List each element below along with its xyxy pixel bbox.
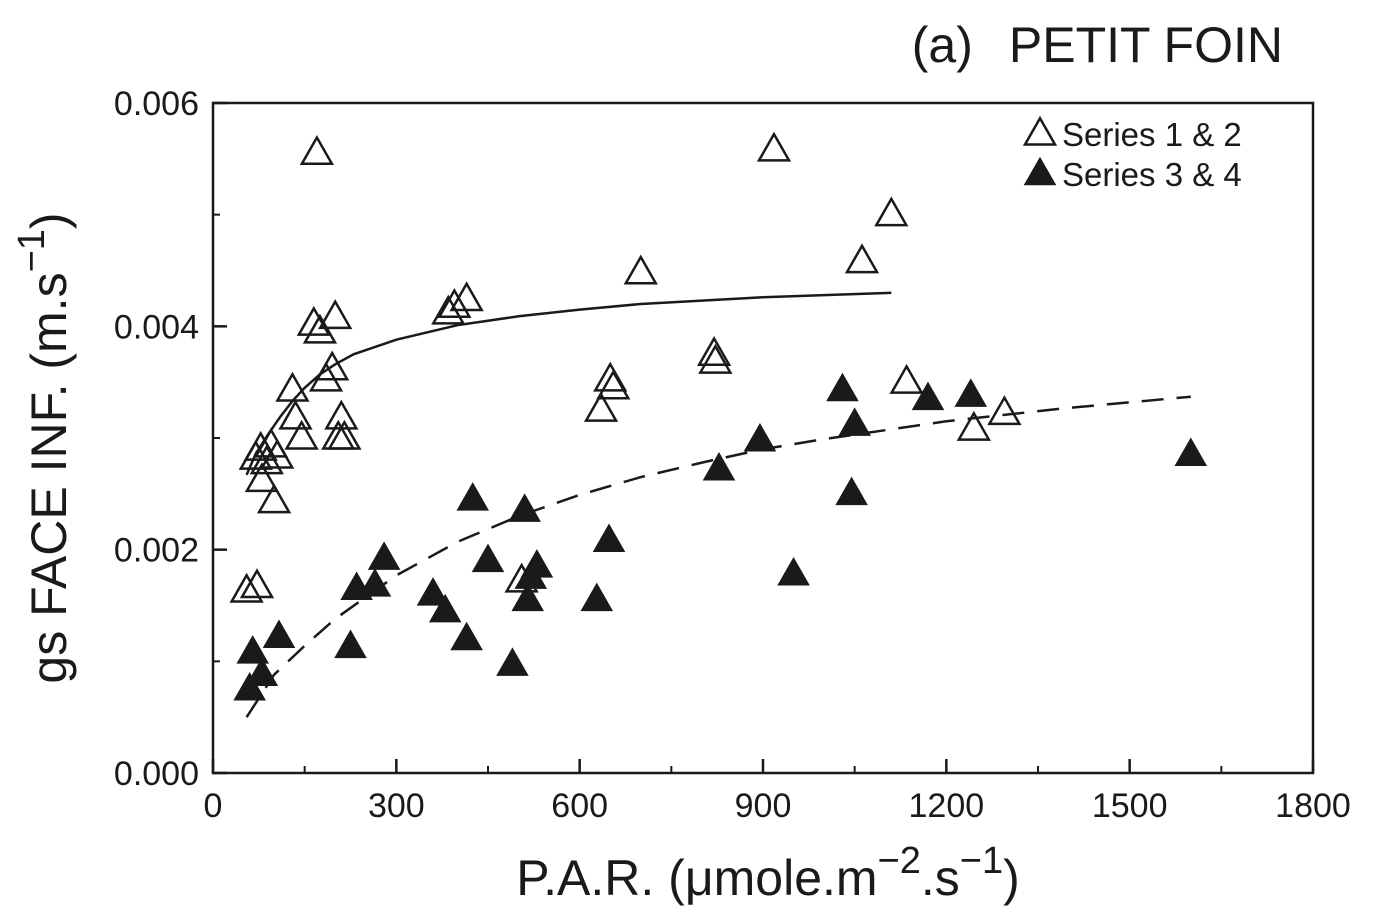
filled-triangle-point xyxy=(416,577,450,606)
legend-entry-label: Series 3 & 4 xyxy=(1062,156,1242,193)
fit-curve-series-1-2 xyxy=(245,291,892,476)
filled-triangle-point xyxy=(428,593,462,623)
open-triangle-point xyxy=(296,305,331,336)
open-triangle-point xyxy=(596,369,631,400)
filled-triangle-point xyxy=(456,482,490,511)
open-triangle-point xyxy=(324,399,359,430)
open-triangle-point xyxy=(889,363,924,394)
open-triangle-point xyxy=(318,299,353,330)
open-triangle-point xyxy=(449,281,484,312)
open-triangle-point xyxy=(260,438,295,469)
legend-open-triangle-icon xyxy=(1022,115,1058,146)
open-triangle-point xyxy=(278,399,313,430)
open-triangle-point xyxy=(299,134,335,165)
filled-triangle-point xyxy=(511,582,545,612)
x-tick-label: 1200 xyxy=(909,787,985,825)
chart-title: (a) PETIT FOIN xyxy=(912,17,1283,73)
filled-triangle-point xyxy=(1174,437,1208,466)
filled-triangle-point xyxy=(236,635,270,664)
filled-triangle-point xyxy=(508,493,541,522)
filled-triangle-point xyxy=(450,621,483,651)
filled-triangle-point xyxy=(367,541,401,570)
open-triangle-point xyxy=(327,419,362,450)
open-triangle-point xyxy=(302,313,338,344)
filled-triangle-point xyxy=(245,657,279,686)
filled-triangle-point xyxy=(954,378,988,407)
y-axis-label-base: gs FACE INF. (m.s xyxy=(21,272,77,683)
open-triangle-point xyxy=(696,335,732,366)
panel-label: (a) xyxy=(912,17,973,73)
open-triangle-point xyxy=(275,371,310,402)
x-tick-label: 1500 xyxy=(1092,787,1168,825)
y-axis-label-exp: −1 xyxy=(11,229,53,272)
filled-triangle-point xyxy=(592,523,626,552)
x-axis-label-mid: .s xyxy=(921,850,960,906)
fit-curve-series-3-4 xyxy=(245,395,1191,718)
filled-triangle-point xyxy=(262,619,296,649)
filled-triangle-point xyxy=(826,372,859,402)
filled-triangle-point xyxy=(233,671,266,701)
open-triangle-point xyxy=(284,419,319,450)
open-triangle-point xyxy=(256,483,292,514)
open-triangle-point xyxy=(239,568,275,599)
x-axis-label: P.A.R. (μmole.m−2.s−1) xyxy=(516,840,1020,906)
open-triangle-point xyxy=(437,287,472,318)
open-triangle-point xyxy=(874,196,909,227)
open-triangle-point xyxy=(229,572,264,603)
legend-entry-label: Series 1 & 2 xyxy=(1062,116,1242,153)
x-tick-label: 600 xyxy=(551,787,608,825)
open-triangle-point xyxy=(698,343,733,374)
filled-triangle-point xyxy=(580,582,614,612)
filled-triangle-point xyxy=(334,629,367,659)
x-tick-label: 0 xyxy=(204,787,223,825)
legend-filled-triangle-icon xyxy=(1023,156,1057,186)
open-triangle-point xyxy=(844,243,880,274)
y-tick-label: 0.002 xyxy=(114,532,199,570)
filled-triangle-point xyxy=(911,381,945,411)
filled-triangle-point xyxy=(520,549,554,578)
open-triangle-point xyxy=(956,410,991,441)
x-axis-label-end: ) xyxy=(1003,850,1020,906)
x-tick-label: 300 xyxy=(368,787,425,825)
open-triangle-point xyxy=(249,444,284,475)
x-axis-label-base: P.A.R. (μmole.m xyxy=(516,850,877,906)
open-triangle-point xyxy=(623,254,658,285)
filled-triangle-point xyxy=(777,556,810,586)
filled-triangle-point xyxy=(743,422,777,452)
filled-triangle-point xyxy=(702,452,736,481)
filled-triangle-point xyxy=(358,568,392,597)
x-tick-label: 900 xyxy=(735,787,792,825)
filled-triangle-point xyxy=(838,407,871,436)
x-tick-label: 1800 xyxy=(1275,787,1351,825)
y-tick-label: 0.000 xyxy=(114,755,199,793)
open-triangle-point xyxy=(583,391,619,422)
y-axis-label-end: ) xyxy=(21,212,77,229)
filled-triangle-point xyxy=(471,543,505,573)
x-axis-label-exp2: −1 xyxy=(960,840,1003,882)
filled-triangle-point xyxy=(835,476,868,506)
y-axis-label: gs FACE INF. (m.s−1) xyxy=(11,212,77,683)
y-tick-label: 0.004 xyxy=(114,308,199,346)
open-triangle-point xyxy=(987,395,1022,426)
open-triangle-point xyxy=(756,131,792,162)
y-tick-label: 0.006 xyxy=(114,85,199,123)
open-triangle-point xyxy=(315,350,350,381)
open-triangle-point xyxy=(244,462,280,493)
title-text: PETIT FOIN xyxy=(1009,17,1283,73)
x-axis-label-exp1: −2 xyxy=(878,840,921,882)
filled-triangle-point xyxy=(496,647,529,676)
